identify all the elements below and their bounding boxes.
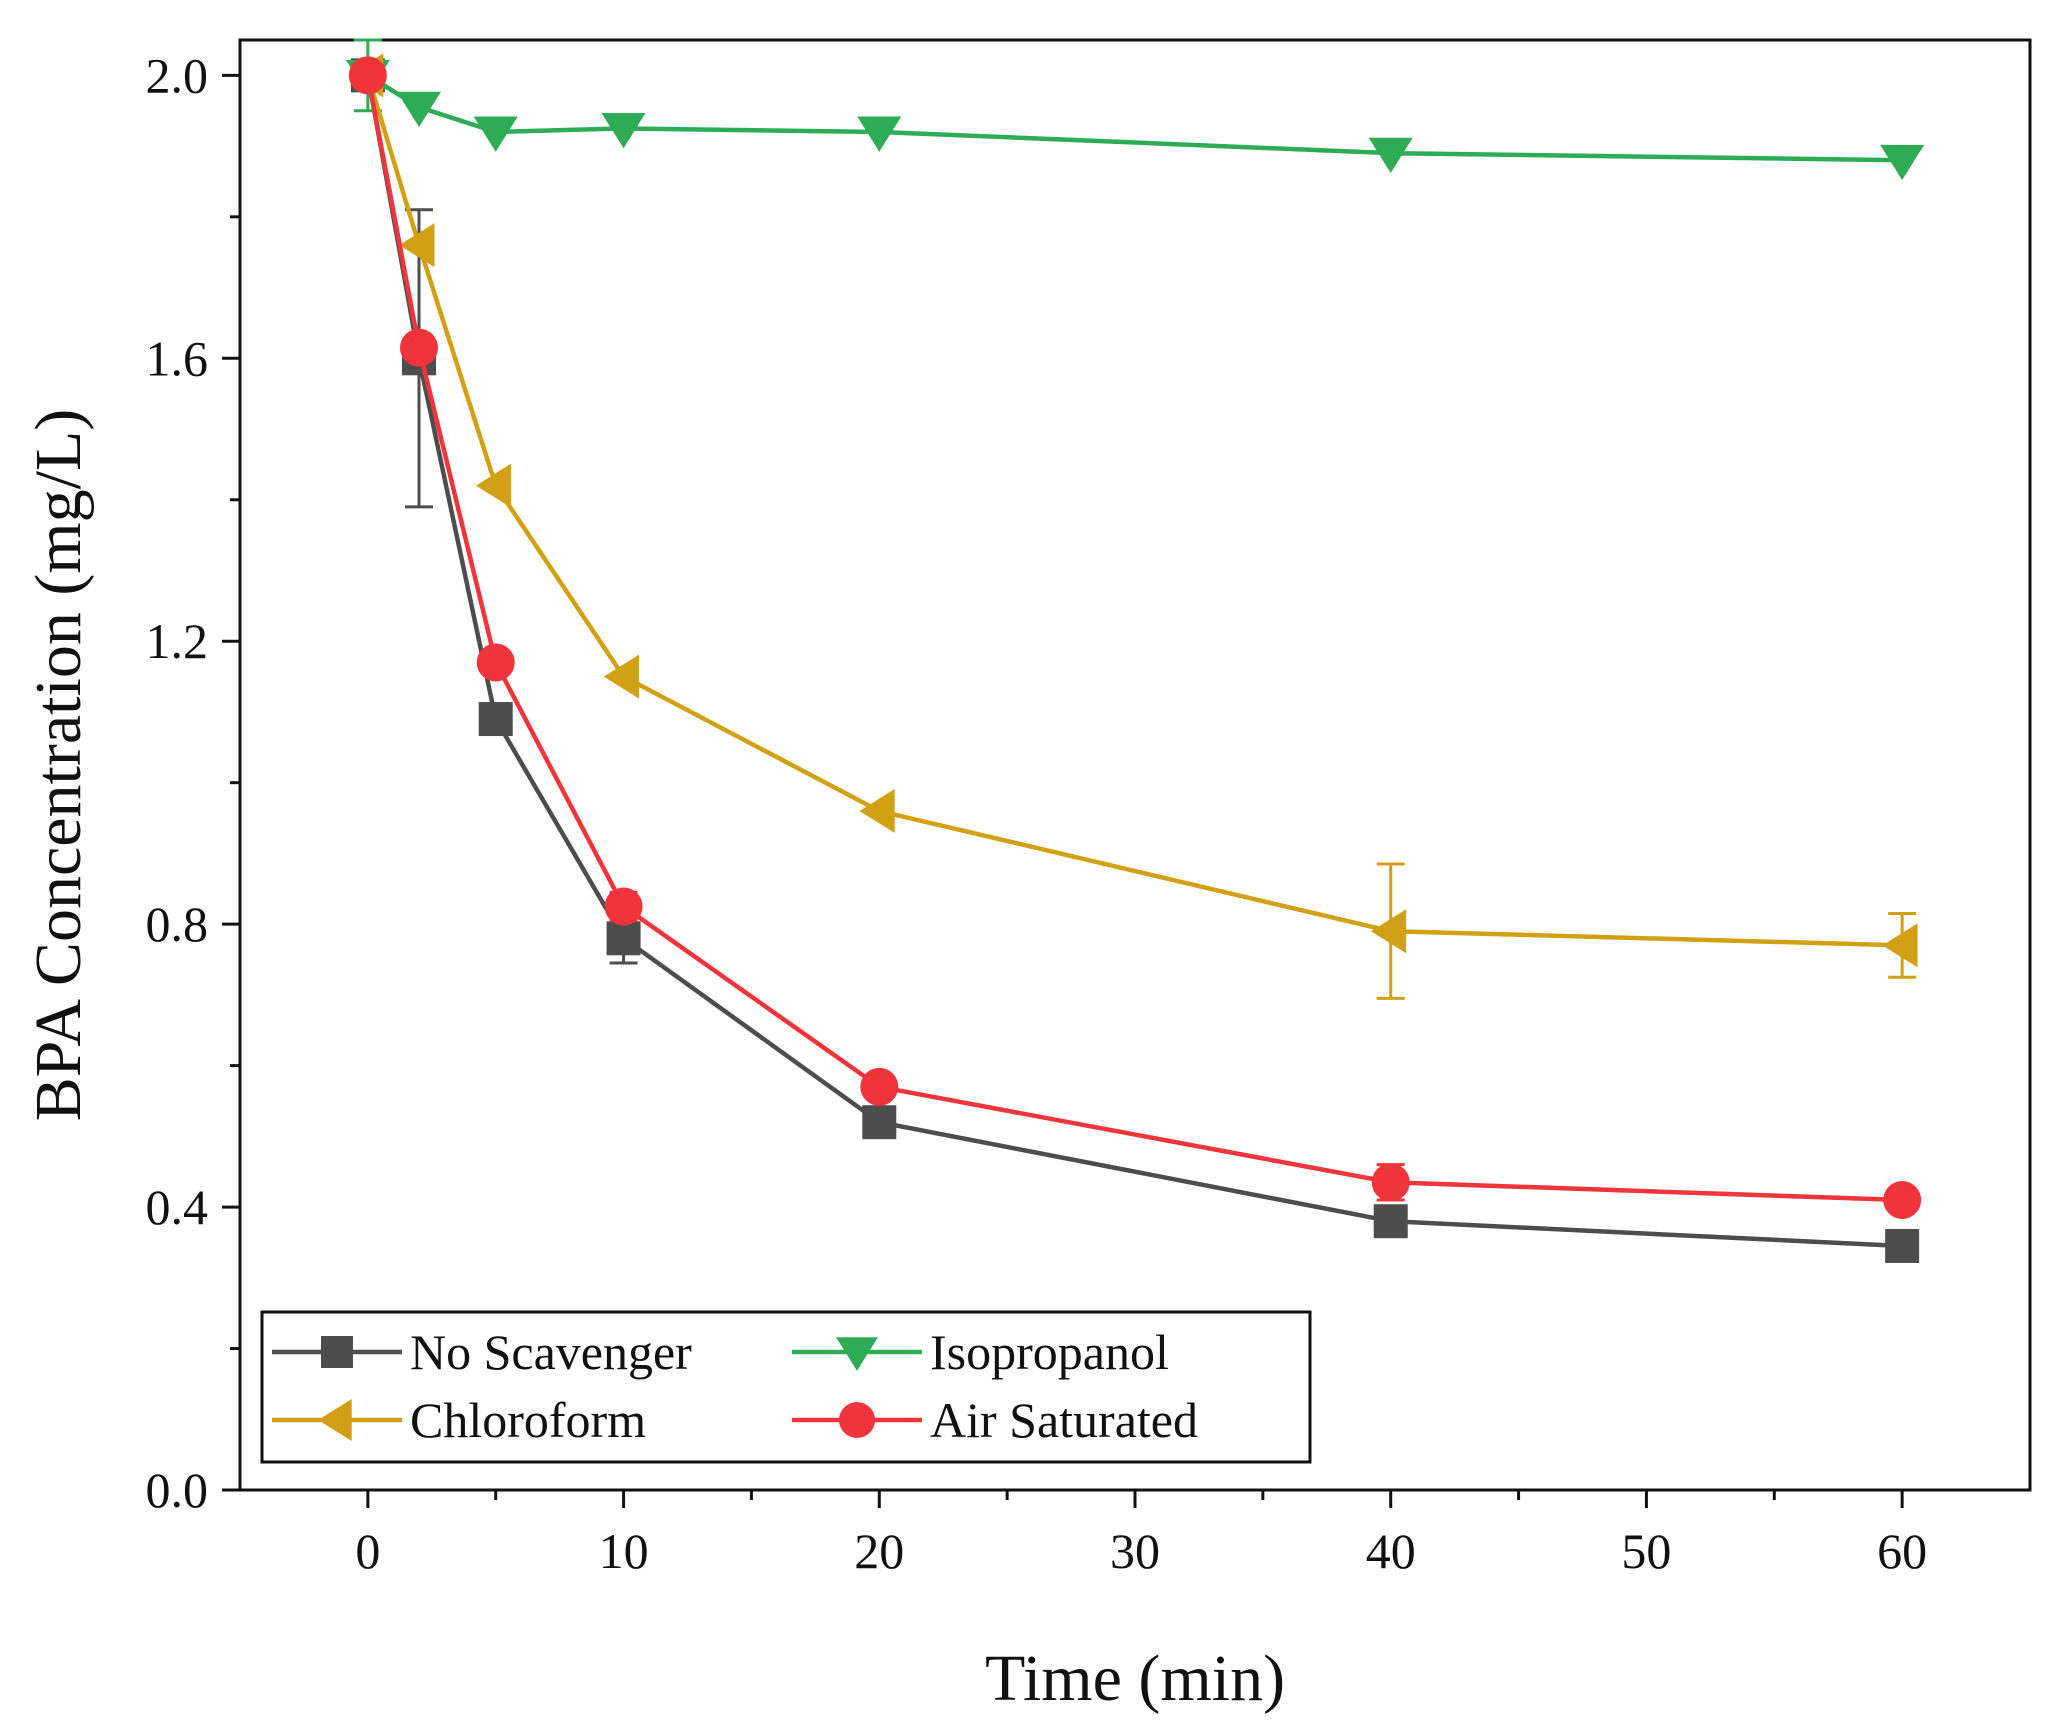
data-point [1883,1181,1922,1219]
data-point [860,1067,899,1106]
series-no-scavenger [350,58,1920,1263]
x-tick-label: 10 [599,1523,649,1579]
legend-marker [839,1402,875,1438]
data-point [862,1105,897,1140]
data-point [604,887,643,926]
data-point [1371,1163,1410,1202]
axis-ticks: 0 10 20 30 40 50 60 0.0 0.4 0.8 1.2 1.6 2.0 [146,47,1928,1579]
data-point [1880,144,1925,181]
legend-marker [836,1337,878,1371]
data-point [348,56,387,95]
data-point [475,463,512,508]
x-tick-label: 30 [1110,1523,1160,1579]
plot-frame [238,38,2032,1492]
legend-item-isopropanol: Isopropanol [792,1324,1169,1380]
series-line-chloroform [365,74,1903,948]
legend-item-no-scavenger: No Scavenger [272,1324,692,1380]
series-air-saturated [348,56,1922,1219]
y-tick-label: 1.2 [146,613,209,669]
data-point [601,113,646,149]
y-axis-title: BPA Concentration (mg/L) [22,409,95,1122]
x-tick-label: 40 [1366,1523,1416,1579]
legend: No Scavenger Isopropanol Chloroform Air Sat… [260,1310,1312,1464]
legend-box [260,1310,1312,1464]
x-tick-label: 0 [355,1523,380,1579]
data-point [1373,1204,1408,1239]
legend-label: Chloroform [410,1392,646,1448]
series-line-isopropanol [366,73,1903,163]
y-tick-label: 0.8 [146,896,209,952]
data-point [473,116,518,152]
data-point [1882,923,1918,968]
legend-label: No Scavenger [410,1324,692,1380]
x-axis-title: Time (min) [985,1642,1285,1715]
legend-marker [321,1336,353,1368]
data-point [606,921,641,956]
series-chloroform [348,53,1918,1000]
y-tick-label: 1.6 [146,330,209,386]
data-point [857,116,902,152]
series-isopropanol [345,38,1925,181]
legend-marker [318,1399,352,1441]
data-point [400,328,438,367]
x-tick-label: 20 [854,1523,904,1579]
y-tick-label: 2.0 [146,47,209,103]
data-point [1370,909,1407,954]
series-group [345,38,1925,1263]
legend-label: Isopropanol [930,1324,1169,1380]
x-tick-label: 50 [1621,1523,1671,1579]
data-point [1368,137,1413,173]
series-line-no-scavenger [365,74,1903,1249]
data-point [397,91,441,127]
data-point [399,223,435,268]
data-point [859,788,895,833]
data-point [478,702,513,737]
legend-item-air-saturated: Air Saturated [792,1392,1198,1448]
data-point [603,654,639,699]
legend-label: Air Saturated [930,1392,1198,1448]
x-tick-label: 60 [1877,1523,1927,1579]
y-tick-label: 0.4 [146,1179,209,1235]
y-tick-label: 0.0 [146,1462,209,1518]
data-point [476,643,515,682]
legend-item-chloroform: Chloroform [272,1392,646,1448]
plot-border [238,38,2032,1492]
data-point [1885,1228,1920,1263]
